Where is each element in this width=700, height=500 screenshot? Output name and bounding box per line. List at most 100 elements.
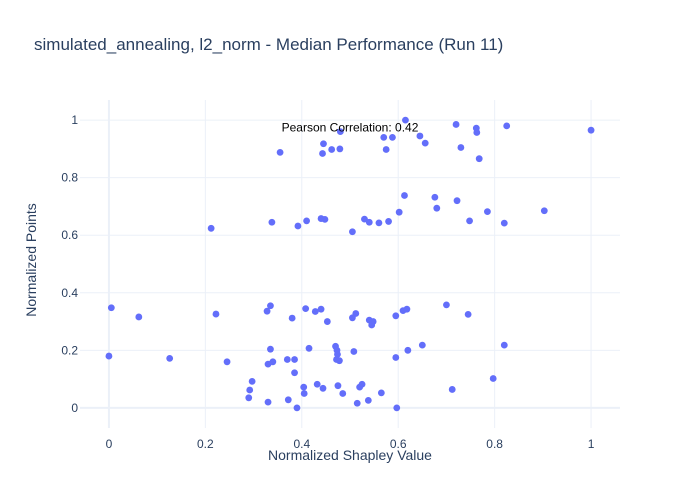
data-point [293, 404, 301, 412]
data-point [431, 193, 439, 201]
data-point [336, 145, 344, 153]
data-point [416, 132, 424, 140]
data-point [466, 217, 473, 225]
data-point [334, 350, 341, 358]
data-point [392, 354, 400, 361]
data-point [300, 390, 308, 397]
data-point [361, 215, 368, 223]
data-point [166, 354, 174, 362]
data-point [421, 139, 429, 147]
y-tick-label: 0.8 [61, 171, 78, 185]
data-point [328, 146, 336, 153]
data-point [294, 222, 302, 230]
data-point [246, 386, 254, 394]
data-point [248, 377, 256, 385]
data-point [404, 346, 412, 354]
data-point [264, 360, 272, 368]
data-point [489, 375, 497, 382]
data-point [389, 134, 396, 141]
y-tick-labels: 0 0.2 0.4 0.6 0.8 1 [61, 113, 78, 415]
data-point [319, 384, 327, 392]
data-point [323, 318, 331, 325]
data-point [540, 207, 548, 215]
data-point [353, 399, 361, 407]
data-point [418, 341, 426, 349]
x-tick-labels: 0 0.2 0.4 0.6 0.8 1 [106, 437, 595, 451]
data-point [283, 356, 291, 363]
x-tick-label: 0.8 [486, 437, 503, 451]
data-point [392, 312, 400, 320]
data-point [305, 344, 313, 352]
y-tick-label: 0.4 [61, 286, 78, 300]
data-point [433, 204, 441, 212]
data-point [320, 140, 327, 148]
x-axis-title: Normalized Shapley Value [268, 447, 432, 463]
x-tick-label: 0.2 [197, 437, 214, 451]
data-point [267, 345, 274, 353]
data-point [475, 155, 483, 163]
data-point [284, 396, 292, 404]
data-point [453, 197, 461, 205]
y-tick-label: 0.2 [61, 343, 78, 357]
data-point [268, 218, 276, 226]
data-point [402, 116, 409, 124]
data-point [349, 314, 356, 322]
data-point [500, 219, 508, 227]
data-point [334, 382, 342, 390]
y-tick-label: 0 [71, 401, 78, 415]
data-point [267, 302, 274, 310]
data-point [335, 357, 343, 365]
data-point [382, 146, 390, 153]
data-point [291, 369, 298, 377]
data-point [448, 386, 456, 393]
data-point [401, 192, 408, 199]
data-point [500, 341, 508, 349]
data-point [245, 394, 253, 402]
data-point [385, 218, 392, 225]
data-point [393, 404, 401, 412]
x-tick-label: 0.4 [293, 437, 310, 451]
data-point [291, 356, 298, 363]
data-point [375, 219, 383, 227]
data-point [212, 310, 220, 318]
data-point [368, 321, 376, 329]
data-point [484, 208, 491, 216]
data-point [365, 218, 373, 226]
x-tick-label: 0 [106, 437, 113, 451]
data-point [303, 217, 311, 225]
data-point [302, 305, 310, 312]
x-tick-label: 1 [588, 437, 595, 451]
data-point [364, 396, 372, 404]
data-point [311, 308, 319, 315]
data-point [313, 380, 321, 388]
data-point [350, 348, 358, 355]
data-point [349, 228, 356, 236]
data-point [135, 313, 143, 321]
data-point [399, 307, 407, 315]
y-axis-title: Normalized Points [23, 203, 39, 317]
data-point [336, 128, 344, 136]
chart-title: simulated_annealing, l2_norm - Median Pe… [34, 35, 503, 54]
data-point [321, 216, 329, 223]
data-point [319, 150, 326, 157]
data-points [105, 116, 595, 412]
data-point [317, 305, 325, 313]
data-point [105, 352, 113, 360]
data-point [263, 307, 271, 315]
x-tick-label: 0.6 [390, 437, 407, 451]
data-point [587, 126, 595, 134]
data-point [276, 148, 284, 156]
data-point [473, 129, 481, 136]
data-point [339, 390, 347, 397]
data-point [443, 301, 450, 309]
data-point [223, 358, 231, 366]
data-point [300, 383, 308, 391]
data-point [464, 310, 472, 318]
data-point [503, 122, 511, 130]
pearson-annotation: Pearson Correlation: 0.42 [282, 120, 419, 134]
data-point [380, 134, 388, 141]
data-point [452, 121, 460, 128]
data-point [107, 304, 115, 312]
